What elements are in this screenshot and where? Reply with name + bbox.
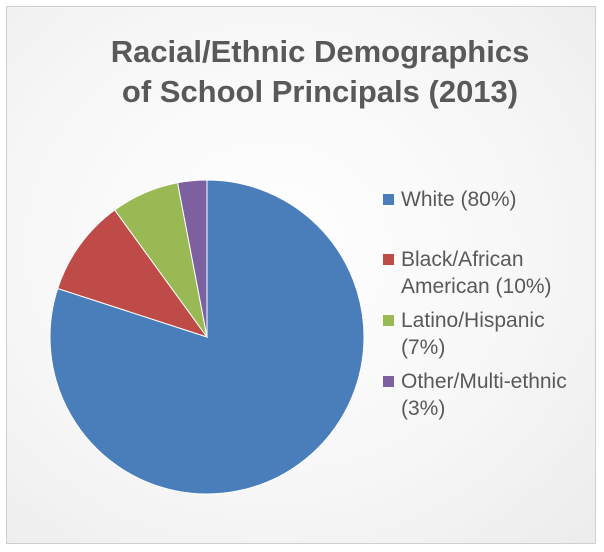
legend-label-latino-line-1: Latino/Hispanic — [401, 309, 545, 332]
legend-item-latino: Latino/Hispanic (7%) — [381, 307, 596, 361]
legend-item-white: White (80%) — [381, 186, 596, 213]
pie-slice-black — [57, 209, 209, 338]
legend-swatch-white — [383, 194, 394, 205]
chart-title: Racial/Ethnic Demographics of School Pri… — [40, 32, 600, 112]
legend-label-black-line-1: Black/African — [401, 248, 524, 271]
legend-label-other-line-1: Other/Multi-ethnic — [401, 370, 567, 393]
legend-label-latino-line-2: (7%) — [401, 336, 446, 359]
legend-item-black: Black/African American (10%) — [381, 246, 596, 300]
legend-swatch-latino — [383, 315, 394, 326]
legend-label-other-line-2: (3%) — [401, 397, 446, 420]
legend-swatch-other — [383, 376, 394, 387]
pie-slice-other — [176, 179, 208, 338]
legend-swatch-black — [383, 254, 394, 265]
legend-label-white: White (80%) — [401, 188, 517, 211]
chart-title-line-2: of School Principals (2013) — [121, 74, 519, 109]
chart-title-line-1: Racial/Ethnic Demographics — [110, 34, 530, 69]
legend: White (80%) Black/African American (10%)… — [381, 186, 596, 422]
legend-label-black-line-2: American (10%) — [401, 275, 552, 298]
legend-item-other: Other/Multi-ethnic (3%) — [381, 368, 596, 422]
pie-slice-white — [49, 179, 365, 495]
